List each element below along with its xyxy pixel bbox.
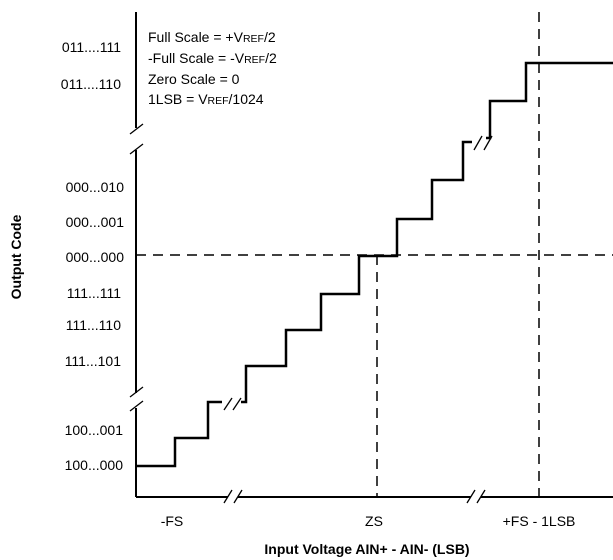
- y-code-label: 100...001: [65, 422, 124, 438]
- y-axis-break-mark: [129, 400, 144, 412]
- x-axis-break-mark: [233, 489, 243, 504]
- y-axis-break-mark: [129, 123, 144, 135]
- x-axis-labels: -FS ZS +FS - 1LSB: [161, 513, 576, 529]
- y-code-labels: 011....111 011....110 000...010 000...00…: [61, 39, 124, 473]
- y-code-label: 000...001: [66, 214, 125, 230]
- y-code-label: 000...010: [66, 179, 125, 195]
- staircase-break-mark: [232, 397, 242, 411]
- legend-full-scale: Full Scale = +VREF/2: [148, 29, 276, 45]
- y-code-label: 111...101: [65, 353, 122, 369]
- y-code-label: 011....111: [62, 39, 121, 55]
- transfer-staircase: [136, 61, 613, 468]
- y-code-label: 100...000: [65, 457, 124, 473]
- staircase-break-mark: [473, 135, 483, 151]
- legend-neg-full-scale: -Full Scale = -VREF/2: [148, 50, 277, 66]
- staircase-lower-segment: [136, 400, 222, 468]
- definitions-legend: Full Scale = +VREF/2 -Full Scale = -VREF…: [148, 29, 277, 107]
- y-code-label: 011....110: [61, 76, 121, 92]
- y-axis-break-mark: [129, 386, 144, 398]
- y-code-label: 111...111: [67, 285, 121, 301]
- x-axis-break-mark: [466, 489, 476, 504]
- y-axis-title: Output Code: [8, 214, 24, 299]
- x-axis-break-mark: [223, 489, 233, 504]
- axis-break-marks: [129, 123, 486, 504]
- legend-one-lsb: 1LSB = VREF/1024: [148, 91, 264, 107]
- legend-zero-scale: Zero Scale = 0: [148, 71, 240, 87]
- y-code-label: 111...110: [66, 317, 121, 333]
- x-axis-title: Input Voltage AIN+ - AIN- (LSB): [264, 541, 469, 557]
- y-axis-break-mark: [129, 143, 144, 155]
- y-code-label: 000...000: [66, 249, 125, 265]
- x-label-neg-full-scale: -FS: [161, 513, 184, 529]
- x-axis-break-mark: [476, 489, 486, 504]
- x-label-zero-scale: ZS: [365, 513, 383, 529]
- staircase-upper-segment: [486, 61, 613, 140]
- staircase-break-mark: [223, 397, 233, 411]
- axes: [135, 12, 613, 498]
- x-label-full-scale-minus-lsb: +FS - 1LSB: [503, 513, 576, 529]
- staircase-middle-segment: [241, 140, 472, 404]
